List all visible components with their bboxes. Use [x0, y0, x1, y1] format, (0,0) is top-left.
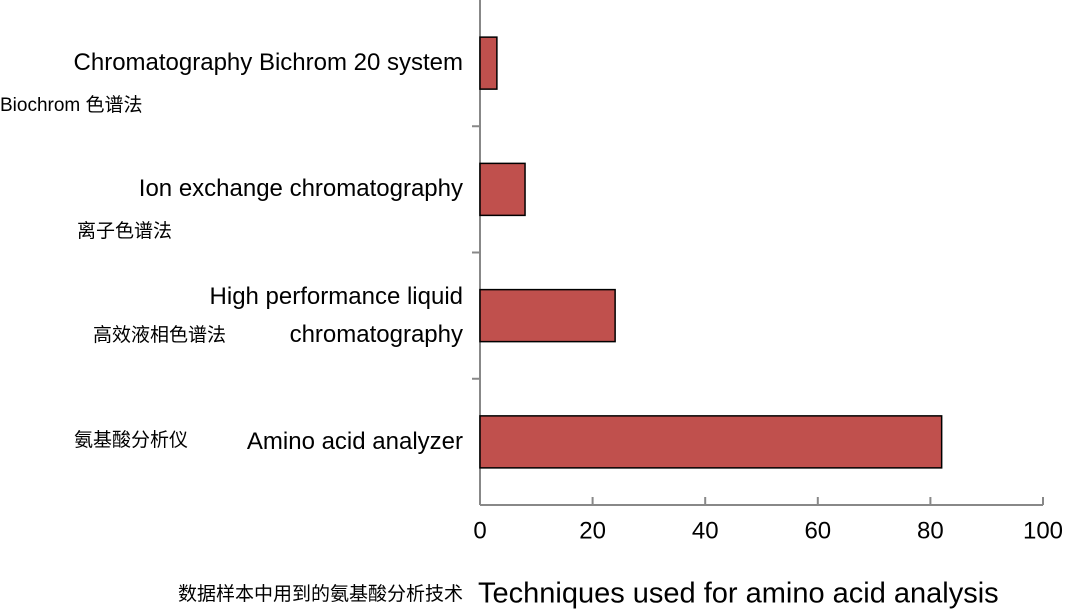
bar — [479, 162, 526, 217]
y-tick-label: High performance liquid chromatography — [209, 282, 463, 348]
y-tick-label-zh: 离子色谱法 — [77, 220, 172, 242]
x-tick-label: 20 — [579, 517, 606, 544]
x-tick-label: 80 — [917, 517, 944, 544]
x-axis-title: Techniques used for amino acid analysis — [478, 578, 999, 610]
bar — [479, 288, 616, 343]
x-tick-label: 40 — [692, 517, 719, 544]
bar — [479, 36, 498, 90]
y-tick-label: Ion exchange chromatography — [138, 175, 463, 203]
y-tick-label: Chromatography Bichrom 20 system — [73, 49, 463, 77]
x-tick-label: 100 — [1023, 517, 1063, 544]
y-tick-label-zh: Biochrom 色谱法 — [0, 94, 143, 116]
bar — [479, 415, 943, 469]
y-tick-label-zh: 氨基酸分析仪 — [74, 429, 188, 451]
x-axis-title-zh: 数据样本中用到的氨基酸分析技术 — [178, 583, 463, 605]
x-tick-label: 0 — [473, 517, 486, 544]
y-tick-label: Amino acid analyzer — [246, 427, 463, 455]
y-tick-label-zh: 高效液相色谱法 — [93, 324, 226, 346]
x-tick-label: 60 — [804, 517, 831, 544]
